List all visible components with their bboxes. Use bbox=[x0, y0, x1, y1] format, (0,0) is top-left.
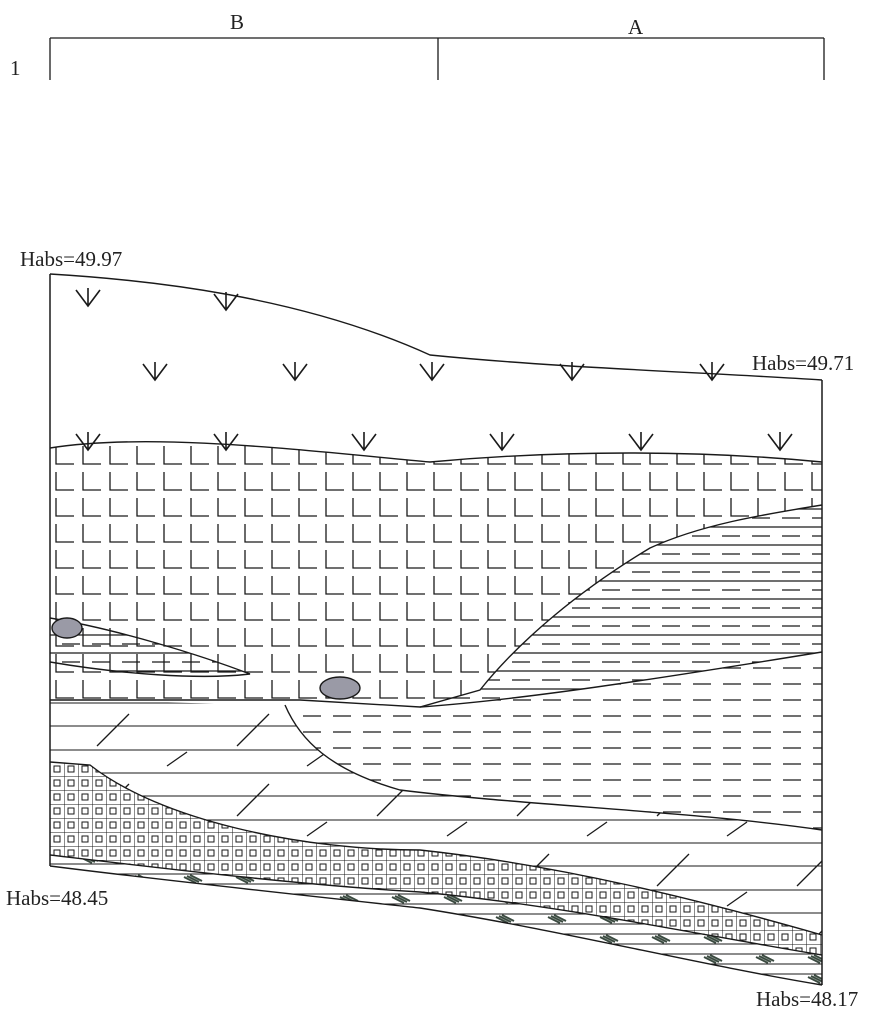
layer-boundaries bbox=[50, 273, 823, 986]
layer-bedrock bbox=[50, 855, 822, 985]
elevation-top-left: Habs=49.97 bbox=[20, 247, 122, 271]
layer-sand-laminated bbox=[50, 700, 822, 935]
layer-topsoil bbox=[50, 274, 822, 462]
layer-sand-dashed bbox=[285, 652, 822, 830]
layer-silt-lens-left bbox=[50, 618, 250, 677]
section-label-a: A bbox=[628, 15, 644, 39]
section-label-b: B bbox=[230, 10, 244, 34]
pebble bbox=[51, 617, 83, 639]
elevation-bottom-right: Habs=48.17 bbox=[756, 987, 858, 1011]
layer-clay bbox=[50, 441, 822, 707]
layer-silt-right bbox=[420, 505, 822, 707]
elevation-bottom-left: Habs=48.45 bbox=[6, 886, 108, 910]
row-label: 1 bbox=[10, 56, 21, 80]
elevation-top-right: Habs=49.71 bbox=[752, 351, 854, 375]
section-ruler bbox=[49, 37, 825, 80]
layer-gravel bbox=[50, 762, 822, 955]
pebble bbox=[319, 676, 361, 700]
